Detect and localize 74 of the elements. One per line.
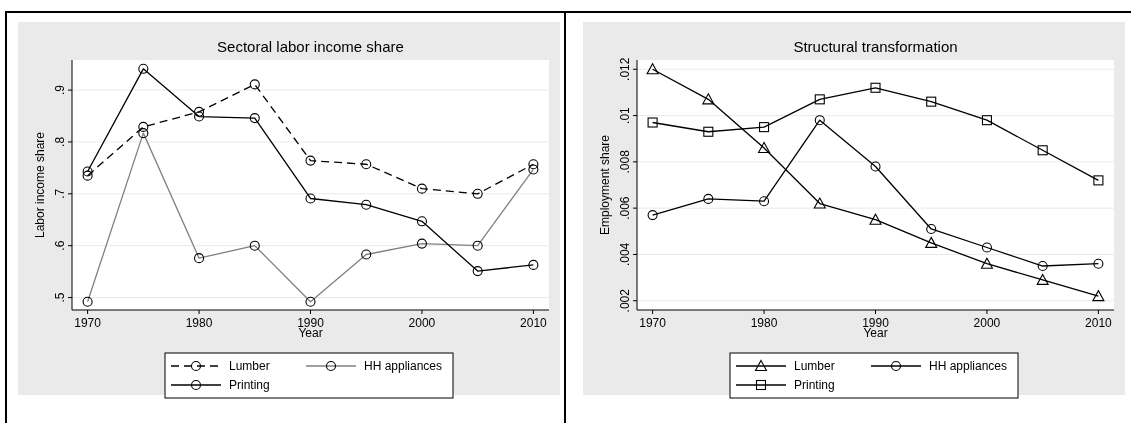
point [472, 188, 483, 199]
point [528, 259, 539, 270]
point [813, 197, 826, 209]
y-tick-label: .004 [618, 242, 632, 267]
point [1093, 175, 1104, 186]
point [925, 236, 938, 248]
point [703, 126, 714, 137]
x-tick-label: 2010 [520, 316, 548, 330]
point [1093, 258, 1104, 269]
point [416, 183, 427, 194]
point [1037, 260, 1048, 272]
chart-title: Structural transformation [793, 38, 958, 55]
point [194, 111, 205, 122]
point [82, 166, 93, 177]
x-tick-label: 1970 [639, 316, 667, 330]
legend-label: HH appliances [364, 359, 443, 373]
point [646, 63, 659, 75]
y-tick-label: .8 [53, 136, 67, 147]
legend-label: Printing [794, 378, 835, 392]
point [1036, 273, 1049, 285]
point [926, 96, 937, 107]
point [305, 193, 316, 204]
y-tick-label: .002 [618, 288, 632, 313]
y-axis-title: Employment share [598, 134, 612, 236]
legend-label: HH appliances [929, 359, 1008, 373]
point [759, 122, 770, 133]
y-tick-label: .006 [618, 196, 632, 220]
point [472, 266, 483, 277]
point [416, 216, 427, 227]
point [194, 106, 205, 117]
y-tick-label: .9 [53, 84, 67, 96]
y-tick-label: .008 [618, 149, 632, 174]
point [702, 93, 715, 105]
point [528, 159, 539, 170]
point [980, 257, 993, 269]
point [138, 63, 149, 74]
point [1037, 145, 1048, 156]
point [138, 121, 149, 132]
point [814, 94, 825, 105]
point [758, 141, 771, 154]
point [361, 199, 372, 210]
legend-label: Lumber [229, 359, 270, 373]
point [981, 115, 992, 126]
point [305, 155, 316, 166]
point [814, 115, 825, 126]
y-tick-label: .5 [53, 292, 67, 303]
x-tick-label: 2000 [973, 316, 1001, 330]
legend-label: Printing [229, 378, 270, 392]
x-tick-label: 1980 [750, 316, 778, 330]
legend-label: Lumber [794, 359, 835, 373]
point [249, 79, 260, 90]
point [647, 117, 658, 128]
point [647, 210, 658, 221]
point [759, 196, 770, 207]
y-tick-label: .6 [53, 240, 67, 251]
point [926, 223, 937, 235]
x-tick-label: 2000 [408, 316, 436, 330]
point [981, 242, 992, 253]
x-tick-label: 1970 [74, 316, 102, 330]
point [249, 113, 260, 124]
y-tick-label: .01 [618, 106, 632, 124]
point [703, 193, 714, 204]
point [361, 159, 372, 170]
point [1092, 290, 1105, 302]
x-tick-label: 2010 [1085, 316, 1113, 330]
point [870, 161, 881, 172]
y-tick-label: .7 [53, 188, 67, 199]
x-tick-label: 1980 [185, 316, 213, 330]
point [82, 170, 93, 181]
y-axis-title: Labor income share [33, 131, 47, 239]
y-tick-label: .012 [618, 57, 632, 81]
chart-title: Sectoral labor income share [217, 38, 404, 55]
point [869, 213, 882, 225]
point [870, 82, 881, 93]
